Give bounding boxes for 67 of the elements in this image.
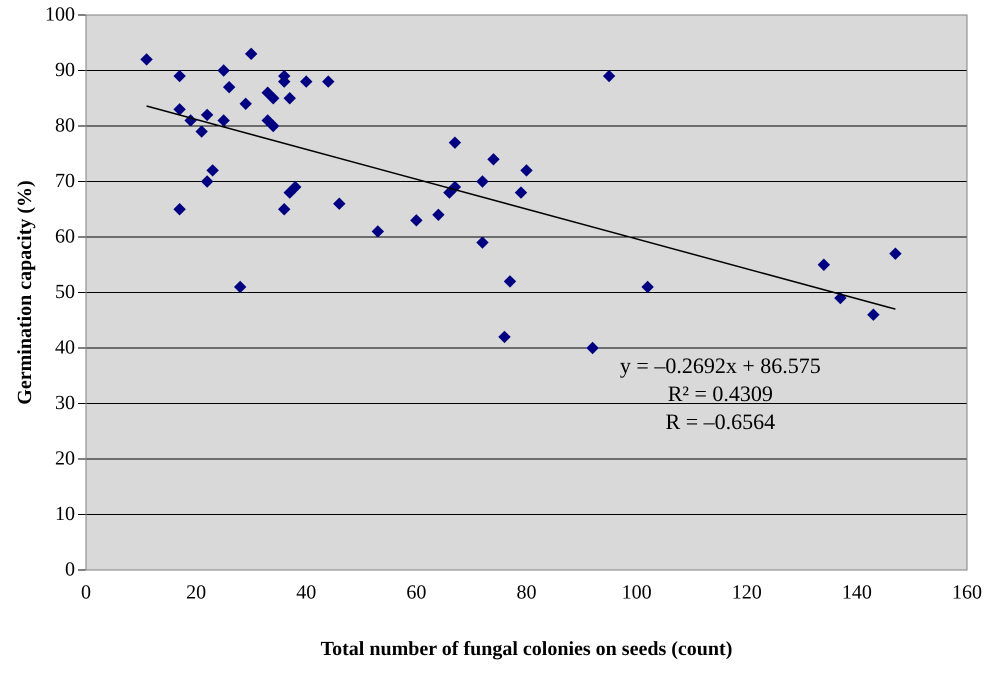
point	[284, 92, 296, 104]
y-tick-label: 80	[55, 114, 75, 136]
point	[834, 292, 846, 304]
annotation: R = –0.6564	[666, 409, 776, 434]
point	[174, 203, 186, 216]
point	[498, 330, 510, 343]
point	[223, 81, 236, 94]
point	[218, 114, 230, 126]
point	[300, 76, 312, 88]
point	[410, 214, 422, 226]
point	[372, 225, 384, 238]
y-tick-label: 10	[55, 502, 75, 525]
point	[218, 64, 230, 76]
point	[262, 86, 274, 99]
x-tick-label: 80	[516, 581, 536, 604]
point	[520, 164, 532, 176]
x-tick-label: 40	[296, 581, 316, 604]
y-tick-label: 20	[55, 447, 75, 470]
y-tick-label: 70	[55, 170, 75, 192]
point	[322, 76, 334, 88]
point	[448, 136, 461, 149]
point	[504, 275, 516, 288]
x-tick-label: 160	[952, 581, 982, 604]
x-tick-label: 60	[406, 581, 426, 604]
x-tick-label: 100	[622, 581, 652, 604]
y-tick-label: 60	[55, 225, 75, 248]
point	[642, 280, 654, 293]
x-tick-label: 140	[842, 581, 872, 604]
point	[240, 98, 252, 110]
point	[586, 342, 599, 354]
annotation: y = –0.2692x + 86.575	[620, 353, 821, 378]
point	[267, 92, 280, 104]
y-axis-title: Germination capacity (%)	[14, 180, 36, 405]
x-axis-title: Total number of fungal colonies on seeds (count)	[320, 638, 732, 660]
point	[289, 181, 302, 194]
y-tick-label: 40	[55, 336, 75, 358]
point	[818, 258, 830, 271]
point	[201, 176, 214, 188]
point	[174, 103, 186, 116]
point	[245, 48, 258, 60]
point	[284, 186, 296, 199]
point	[201, 108, 214, 121]
y-tick-label: 100	[45, 3, 75, 26]
point	[476, 176, 488, 188]
y-tick-label: 30	[55, 392, 75, 414]
point	[196, 126, 208, 138]
point	[432, 208, 444, 221]
point	[206, 164, 219, 176]
point	[140, 53, 153, 66]
point	[487, 153, 500, 166]
point	[174, 70, 186, 82]
y-tick-label: 50	[55, 280, 75, 303]
point	[889, 248, 902, 260]
point	[514, 186, 527, 199]
point	[267, 120, 280, 132]
point	[234, 280, 246, 293]
annotation: R² = 0.4309	[668, 381, 773, 406]
point	[867, 308, 880, 321]
point	[476, 236, 488, 249]
point	[278, 203, 290, 216]
point	[333, 198, 346, 210]
y-tick-label: 90	[55, 58, 75, 81]
x-tick-label: 0	[81, 581, 91, 604]
x-tick-label: 120	[732, 581, 762, 604]
point	[603, 70, 616, 82]
y-tick-label: 0	[65, 558, 75, 580]
x-tick-label: 20	[186, 581, 206, 604]
